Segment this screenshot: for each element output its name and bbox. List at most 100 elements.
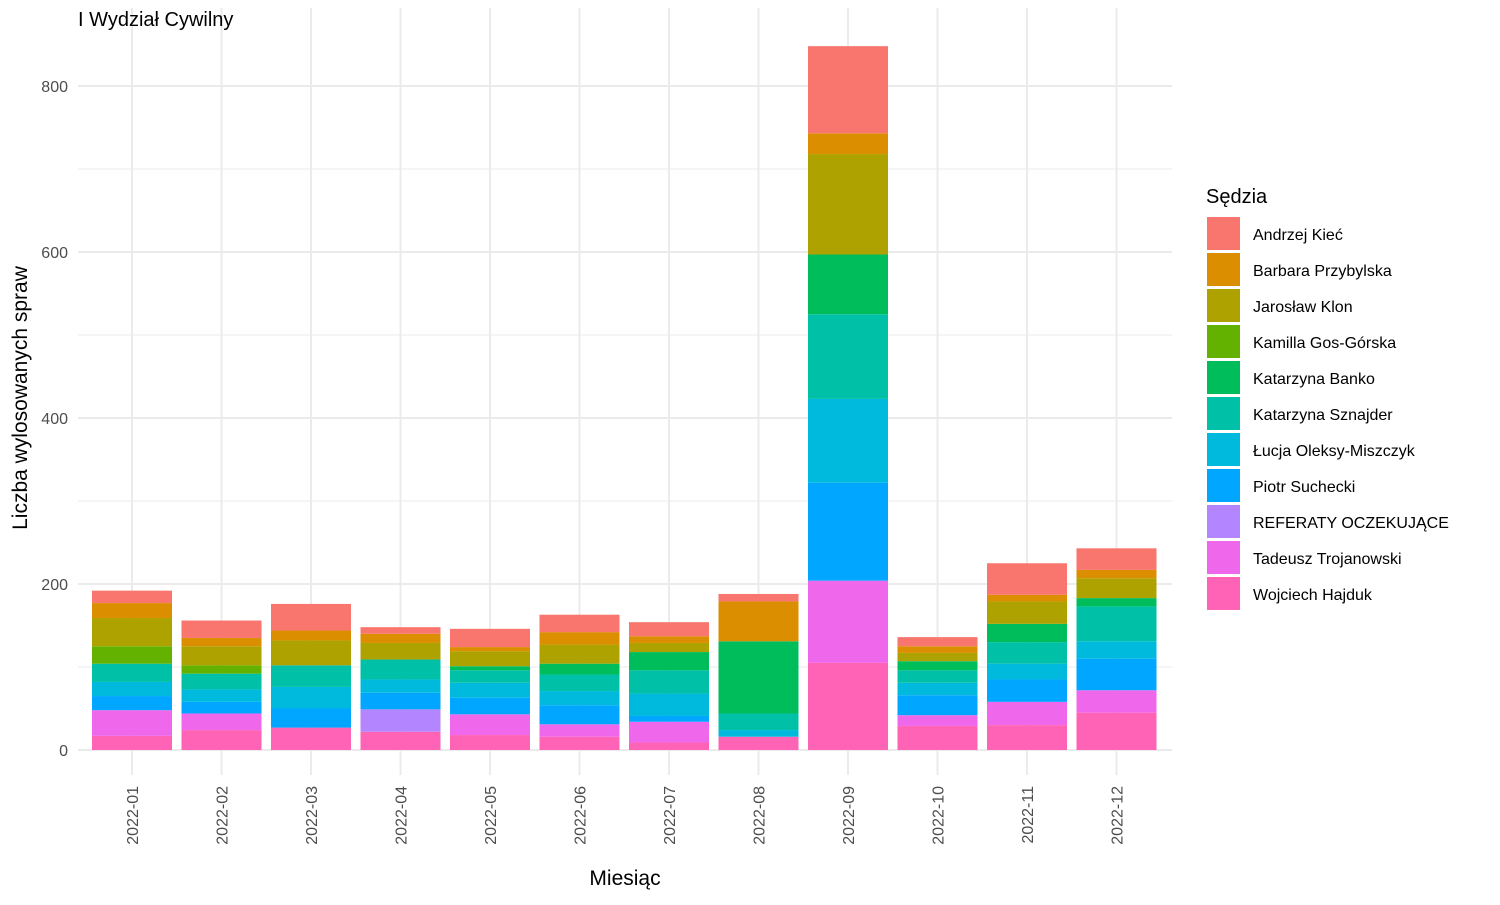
bar-segment <box>450 682 530 698</box>
bar-segment <box>539 724 620 737</box>
y-axis-title: Liczba wylosowanych spraw <box>9 265 32 530</box>
bar-segment <box>271 665 351 687</box>
bar-segment <box>808 133 888 155</box>
bar-segment <box>360 731 441 750</box>
bar-segment <box>271 630 351 641</box>
bar-segment <box>897 646 978 653</box>
legend-key <box>1207 289 1240 322</box>
bar-segment <box>897 682 978 696</box>
bar-segment <box>897 661 978 671</box>
bar-segment <box>181 730 262 750</box>
legend-title: Sędzia <box>1206 186 1268 208</box>
bar-segment <box>181 637 262 647</box>
legend-key <box>1207 433 1240 466</box>
x-tick-label: 2022-04 <box>394 786 411 845</box>
x-tick-label: 2022-12 <box>1110 786 1127 845</box>
bar-segment <box>897 652 978 662</box>
bar-segment <box>629 636 709 643</box>
bar-segment <box>629 721 709 743</box>
bar-segment <box>718 593 799 602</box>
bar-segment <box>271 603 351 631</box>
bar-segment <box>539 663 620 675</box>
legend-key <box>1207 217 1240 250</box>
x-tick-label: 2022-08 <box>752 786 769 845</box>
y-tick-label: 800 <box>41 79 68 96</box>
bar-segment <box>181 673 262 690</box>
bar-segment <box>718 730 799 737</box>
bar-segment <box>897 725 978 750</box>
legend-label: Katarzyna Banko <box>1253 371 1375 388</box>
bar-segment <box>92 735 172 750</box>
bar-segment <box>360 709 441 732</box>
legend-key <box>1207 469 1240 502</box>
bar-segment <box>92 590 172 604</box>
bar-segment <box>629 715 709 722</box>
bar-segment <box>450 735 530 750</box>
y-tick-label: 200 <box>41 577 68 594</box>
bar-segment <box>539 705 620 725</box>
legend-key <box>1207 253 1240 286</box>
legend-label: REFERATY OCZEKUJĄCE <box>1253 515 1449 532</box>
bar-segment <box>629 670 709 694</box>
bar-segment <box>808 580 888 663</box>
x-tick-label: 2022-05 <box>483 786 500 845</box>
bar-segment <box>987 642 1067 664</box>
bar-segment <box>1076 712 1157 750</box>
bar-segment <box>181 701 262 714</box>
legend-key <box>1207 325 1240 358</box>
legend-label: Katarzyna Sznajder <box>1253 407 1393 424</box>
bar-segment <box>539 644 620 664</box>
bar-segment <box>92 681 172 697</box>
bar-segment <box>629 642 709 653</box>
bar-segment <box>181 665 262 674</box>
bar-segment <box>450 666 530 671</box>
bar-segment <box>450 670 530 683</box>
bar-segment <box>539 691 620 706</box>
legend-key <box>1207 361 1240 394</box>
y-tick-label: 600 <box>41 245 68 262</box>
bar-segment <box>181 713 262 731</box>
bar-segment <box>987 601 1067 624</box>
bar-segment <box>1076 548 1157 570</box>
y-tick-label: 0 <box>59 743 68 760</box>
bar-segment <box>808 398 888 483</box>
bar-segment <box>181 620 262 638</box>
bar-segment <box>1076 578 1157 599</box>
bar-segment <box>987 663 1067 680</box>
bar-segment <box>808 662 888 750</box>
bar-segment <box>629 622 709 637</box>
bar-segment <box>92 663 172 682</box>
bar-segment <box>271 640 351 666</box>
bar-segment <box>92 646 172 664</box>
bar-segment <box>808 46 888 134</box>
bar-segment <box>629 742 709 750</box>
legend-key <box>1207 505 1240 538</box>
bar-segment <box>1076 658 1157 691</box>
x-tick-label: 2022-02 <box>215 786 232 845</box>
bar-segment <box>629 693 709 716</box>
legend-label: Kamilla Gos-Górska <box>1253 335 1396 352</box>
bar-segment <box>808 314 888 399</box>
bar-segment <box>1076 606 1157 642</box>
bar-segment <box>987 623 1067 643</box>
bar-segment <box>987 594 1067 602</box>
bar-segment <box>92 618 172 647</box>
bar-segment <box>360 627 441 634</box>
legend-label: Tadeusz Trojanowski <box>1253 551 1402 568</box>
bar-segment <box>450 714 530 736</box>
legend-key <box>1207 577 1240 610</box>
bar-segment <box>718 601 799 642</box>
bar-segment <box>450 651 530 667</box>
bar-segment <box>360 633 441 643</box>
bar-segment <box>360 659 441 680</box>
bar-segment <box>92 696 172 711</box>
bar-segment <box>808 254 888 315</box>
bar-segment <box>987 679 1067 702</box>
bar-segment <box>181 646 262 666</box>
bar-segment <box>718 641 799 714</box>
bar-segment <box>897 670 978 683</box>
bar-segment <box>987 725 1067 750</box>
bar-segment <box>897 695 978 716</box>
